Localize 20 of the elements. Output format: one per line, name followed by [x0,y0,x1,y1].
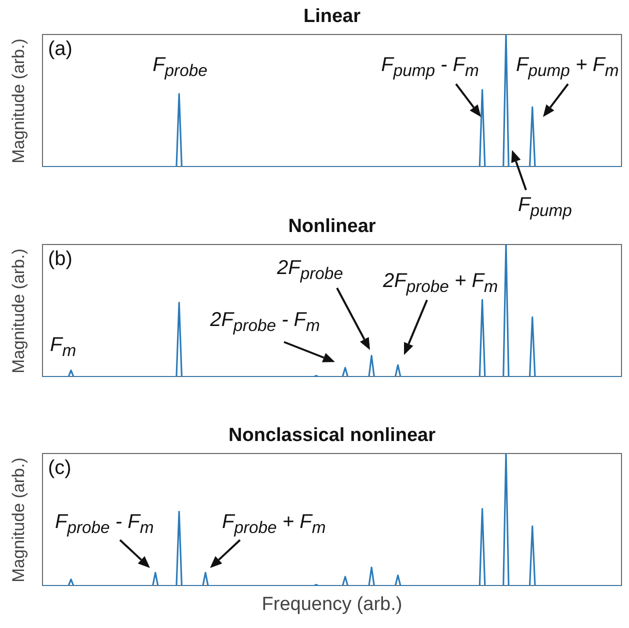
annotation: (b) [48,248,72,270]
annotation: 2F$_{probe}$ [277,257,343,283]
annotation: F$_{probe}$ - F$_{m}$ [55,511,154,537]
annotation: F$_{probe}$ [152,54,208,80]
y-axis-title: Magnitude (arb.) [9,456,29,584]
annotation: F$_{m}$ [50,334,76,360]
y-axis-title: Magnitude (arb.) [9,247,29,375]
chart-title: Nonlinear [288,216,376,237]
y-axis-title: Magnitude (arb.) [9,37,29,165]
annotation: 2F$_{probe}$ - F$_{m}$ [210,309,320,335]
chart-title: Nonclassical nonlinear [228,425,436,447]
annotation: F$_{pump}$ - F$_{m}$ [381,54,479,80]
annotation: (c) [48,457,72,479]
annotation: 2F$_{probe}$ + F$_{m}$ [383,270,498,296]
annotation: F$_{pump}$ + F$_{m}$ [516,54,619,80]
annotation: (a) [48,38,72,60]
annotation: F$_{probe}$ + F$_{m}$ [222,511,326,537]
text: F$_{pump}$ [518,194,572,220]
x-axis-title: Frequency (arb.) [260,594,404,616]
chart-title: Linear [302,6,362,28]
